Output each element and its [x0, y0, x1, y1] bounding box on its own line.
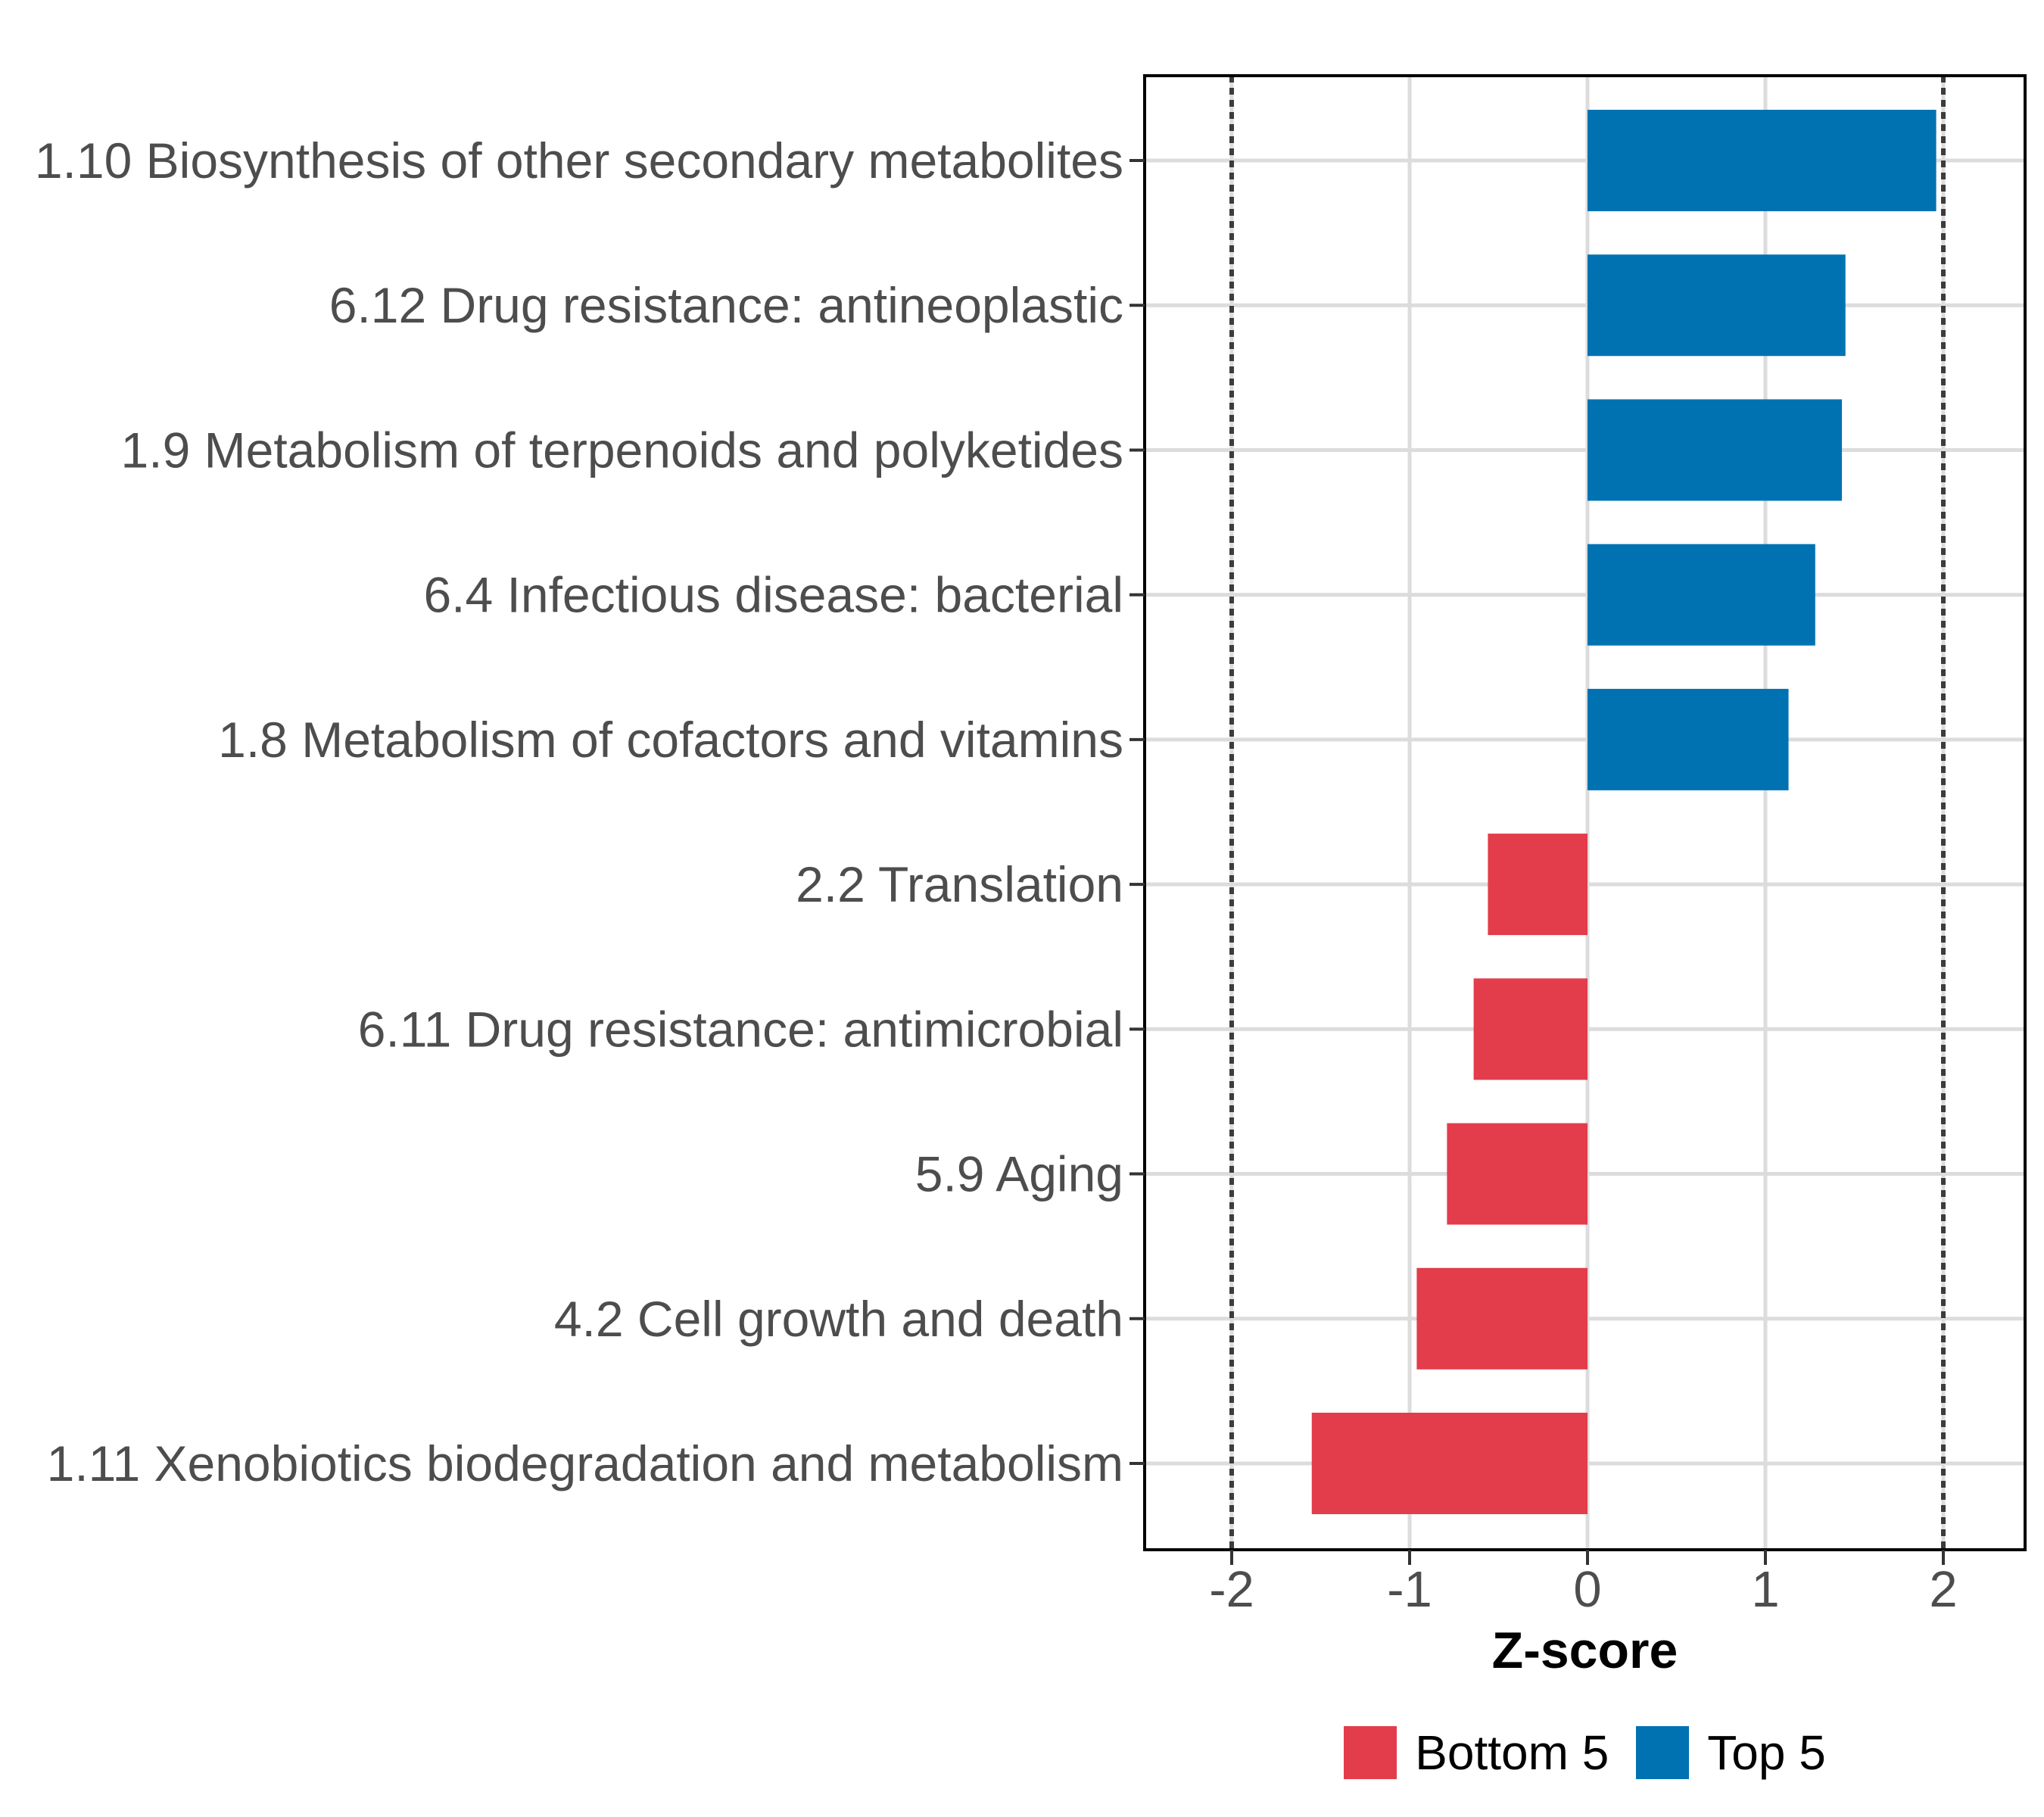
bar-bottom5	[1416, 1267, 1588, 1370]
bar-bottom5	[1488, 834, 1588, 936]
category-label: 1.9 Metabolism of terpenoids and polyket…	[121, 422, 1123, 478]
bar-bottom5	[1473, 978, 1588, 1080]
bar-top5	[1588, 688, 1789, 790]
x-tick-label: 0	[1573, 1561, 1601, 1618]
bar-bottom5	[1447, 1123, 1588, 1225]
category-label: 1.8 Metabolism of cofactors and vitamins	[218, 712, 1123, 768]
x-tick-label: -1	[1387, 1561, 1432, 1618]
legend-entry-bottom5: Bottom 5	[1344, 1726, 1609, 1779]
bar-top5	[1588, 254, 1846, 357]
bar-top5	[1588, 544, 1815, 646]
x-tick-label: -2	[1209, 1561, 1254, 1618]
legend-swatch-top5-icon	[1636, 1726, 1690, 1779]
legend-label-bottom5: Bottom 5	[1415, 1725, 1609, 1780]
bar-top5	[1588, 399, 1843, 501]
category-label: 1.11 Xenobiotics biodegradation and meta…	[47, 1435, 1123, 1491]
category-label: 6.4 Infectious disease: bacterial	[423, 567, 1123, 623]
bar-top5	[1588, 110, 1937, 211]
category-label: 6.11 Drug resistance: antimicrobial	[358, 1001, 1123, 1057]
category-label: 1.10 Biosynthesis of other secondary met…	[35, 132, 1123, 189]
x-axis-title: Z-score	[1491, 1622, 1678, 1679]
category-label: 6.12 Drug resistance: antineoplastic	[329, 277, 1123, 333]
x-tick-label: 1	[1751, 1561, 1779, 1618]
legend-label-top5: Top 5	[1707, 1725, 1826, 1780]
category-label: 5.9 Aging	[915, 1146, 1123, 1202]
category-label: 2.2 Translation	[796, 856, 1123, 912]
bar-bottom5	[1311, 1413, 1588, 1514]
panel-border	[1143, 74, 2027, 1551]
category-label: 4.2 Cell growth and death	[554, 1291, 1123, 1347]
legend-swatch-bottom5-icon	[1344, 1726, 1397, 1779]
legend: Bottom 5 Top 5	[1145, 1726, 2025, 1779]
legend-entry-top5: Top 5	[1636, 1726, 1826, 1779]
x-tick-label: 2	[1929, 1561, 1957, 1618]
